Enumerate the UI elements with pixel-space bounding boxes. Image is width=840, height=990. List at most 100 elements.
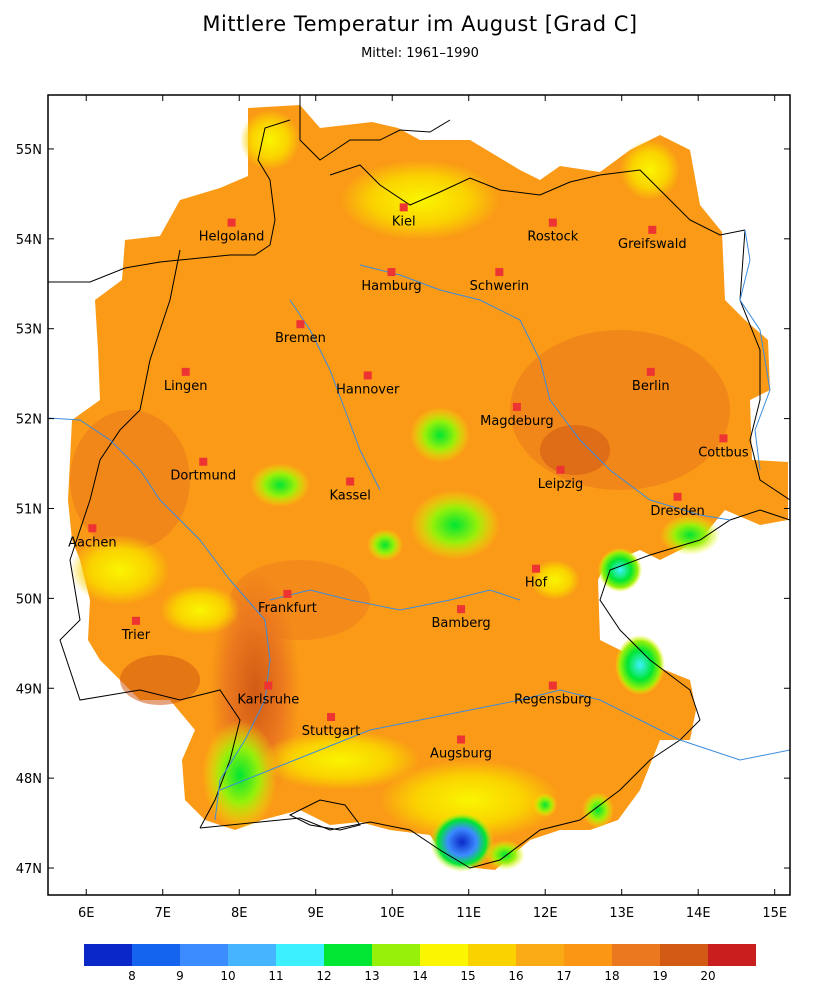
city-label: Aachen — [68, 535, 116, 550]
cool-zone-black-forest — [202, 720, 278, 830]
city-marker — [283, 589, 292, 598]
x-tick-label: 13E — [609, 906, 634, 921]
city-markers: Kiel Helgoland Rostock Greifswald Hamburg Sch… — [68, 203, 749, 761]
legend-swatch — [708, 944, 756, 966]
city-marker — [346, 477, 355, 486]
city-label: Kassel — [329, 489, 370, 504]
legend-label: 20 — [700, 969, 715, 983]
coastline-denmark — [299, 95, 451, 161]
cool-zone-swabian-jura — [260, 730, 420, 790]
x-tick-label: 15E — [762, 906, 787, 921]
map-frame — [47, 94, 791, 896]
city-marker — [548, 681, 557, 690]
legend-label: 8 — [128, 969, 136, 983]
warm-zone-saar — [120, 655, 200, 705]
x-tick-label: 12E — [533, 906, 558, 921]
city-label: Augsburg — [430, 746, 492, 761]
city-label: Hannover — [336, 382, 400, 397]
city-marker — [646, 367, 655, 376]
y-tick-label: 55N — [16, 143, 42, 158]
legend-label: 19 — [652, 969, 667, 983]
lake-constance — [288, 799, 361, 831]
cold-zone-alps-zugspitze — [430, 812, 494, 872]
y-tick-label: 53N — [16, 323, 42, 338]
city-marker — [457, 605, 466, 614]
legend-swatch — [420, 944, 468, 966]
border-switzerland-austria — [199, 509, 790, 869]
legend-label: 18 — [604, 969, 619, 983]
city-label: Regensburg — [514, 693, 592, 708]
city-marker — [556, 465, 565, 474]
cool-zone-lausitz — [660, 515, 720, 555]
city-marker — [648, 225, 657, 234]
legend-swatch — [372, 944, 420, 966]
y-tick-label: 51N — [16, 502, 42, 517]
cool-zone-erzgebirge — [598, 548, 642, 592]
city-label: Leipzig — [538, 477, 584, 492]
city-label: Bremen — [275, 331, 326, 346]
border-france — [139, 689, 241, 829]
legend-label: 12 — [316, 969, 331, 983]
city-label: Karlsruhe — [237, 693, 299, 708]
y-tick-label: 47N — [16, 862, 42, 877]
cool-zone-berchtesgaden — [582, 792, 614, 828]
legend-swatch — [612, 944, 660, 966]
city-label: Frankfurt — [258, 601, 317, 616]
legend-swatch — [660, 944, 708, 966]
cool-zone-fichtelgebirge — [530, 560, 580, 600]
y-tick-label: 50N — [16, 592, 42, 607]
city-marker — [227, 218, 236, 227]
cool-zone-hunsrueck — [160, 585, 240, 635]
city-label: Hamburg — [361, 279, 421, 294]
x-tick-label: 11E — [456, 906, 481, 921]
axis-ticks: 6E 7E 8E 9E 10E 11E 12E 13E 14E 15E 47N 48N 49N 50N 51… — [16, 95, 790, 921]
cool-zone-helgoland — [240, 110, 300, 170]
city-label: Hof — [525, 576, 548, 591]
city-label: Dortmund — [170, 469, 236, 484]
city-marker — [264, 681, 273, 690]
legend-swatch — [324, 944, 372, 966]
temperature-field — [68, 105, 788, 872]
city-marker — [532, 564, 541, 573]
cool-zone-alps-east — [485, 840, 525, 870]
cool-zone-rhoen — [367, 529, 403, 561]
legend-swatch — [468, 944, 516, 966]
city-label: Lingen — [164, 379, 208, 394]
city-marker — [399, 203, 408, 212]
city-marker — [327, 713, 336, 722]
cool-zone-ruegen — [620, 140, 680, 200]
city-label: Berlin — [632, 379, 670, 394]
city-marker — [495, 268, 504, 277]
color-legend: 8 9 10 11 12 13 14 15 16 17 18 19 20 — [84, 944, 756, 983]
y-tick-label: 54N — [16, 233, 42, 248]
river-main — [269, 589, 521, 611]
legend-swatch — [228, 944, 276, 966]
city-label: Helgoland — [199, 230, 265, 245]
cool-zone-sauerland — [250, 463, 310, 507]
city-label: Magdeburg — [480, 414, 554, 429]
legend-label: 14 — [412, 969, 427, 983]
x-tick-label: 10E — [380, 906, 405, 921]
x-tick-label: 6E — [78, 906, 95, 921]
border-west — [59, 249, 181, 701]
city-label: Stuttgart — [302, 724, 360, 739]
city-marker — [88, 524, 97, 533]
warm-zone-leipzig — [540, 425, 610, 475]
city-label: Rostock — [527, 230, 578, 245]
city-marker — [673, 492, 682, 501]
legend-swatch — [516, 944, 564, 966]
cool-zone-bavarian-forest — [615, 635, 665, 695]
cool-zone-eifel — [70, 535, 170, 605]
legend-label: 17 — [556, 969, 571, 983]
cool-zone-harz — [410, 407, 470, 463]
x-tick-label: 9E — [307, 906, 324, 921]
chart-subtitle: Mittel: 1961–1990 — [361, 46, 479, 61]
cool-zone-thuringia — [410, 490, 500, 560]
legend-swatch — [564, 944, 612, 966]
y-tick-label: 48N — [16, 772, 42, 787]
x-tick-label: 14E — [686, 906, 711, 921]
legend-swatch — [84, 944, 132, 966]
river-elbe — [359, 264, 731, 521]
legend-swatch — [180, 944, 228, 966]
